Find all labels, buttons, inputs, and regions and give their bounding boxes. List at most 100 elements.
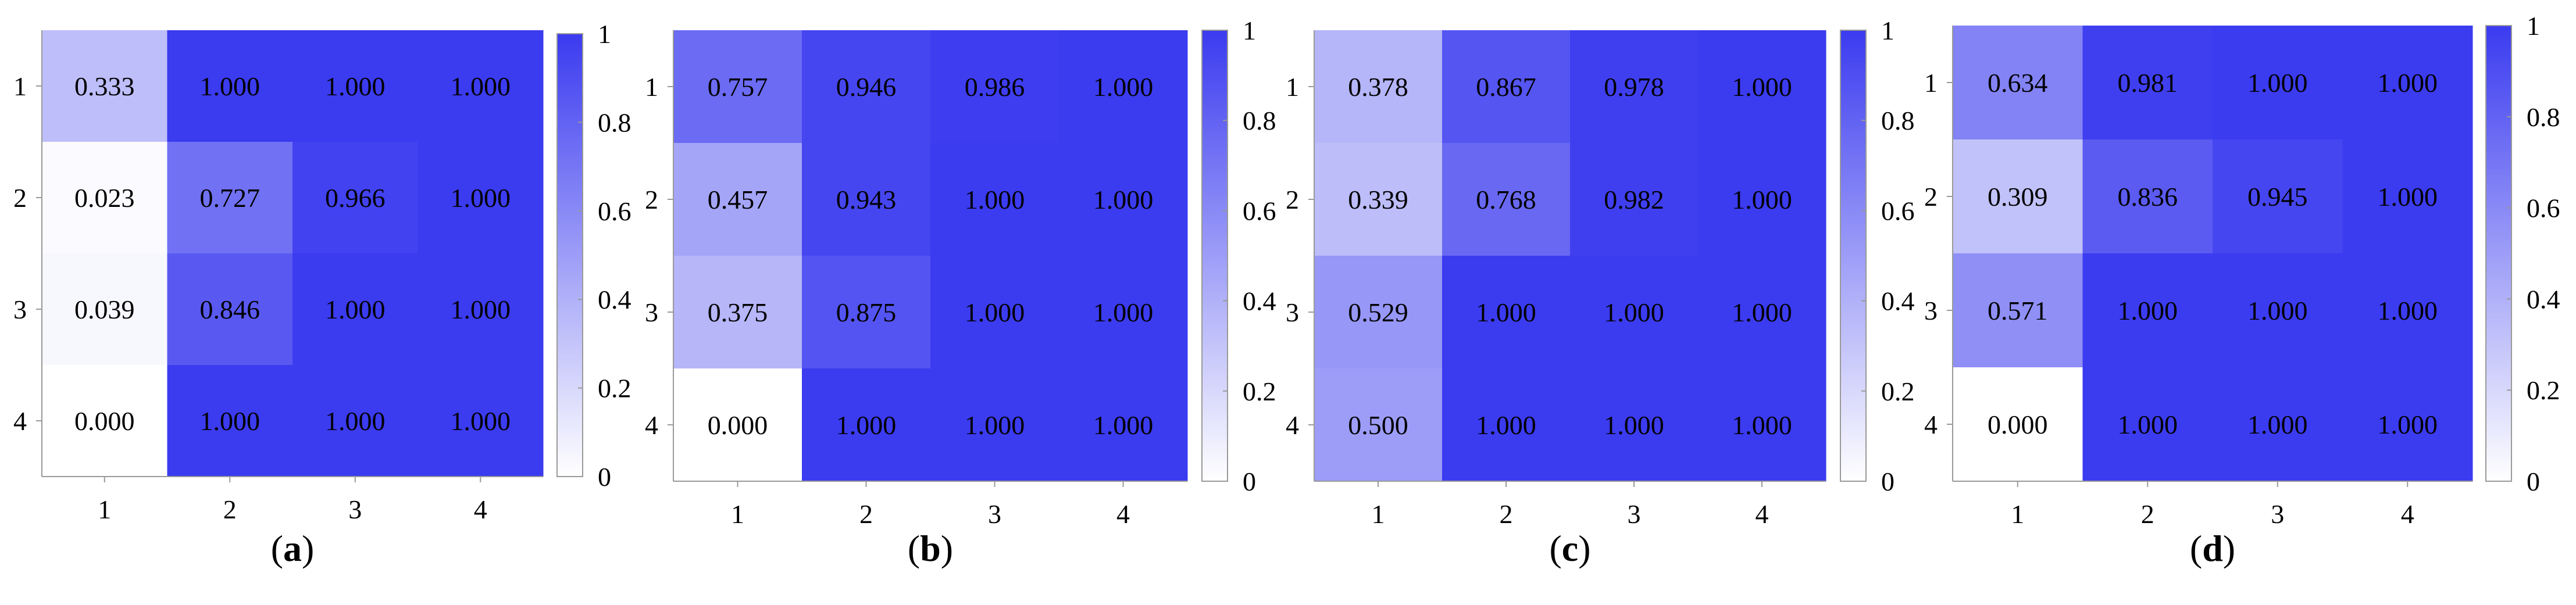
cell-value-label: 1.000 bbox=[965, 298, 1025, 327]
heatmap-cell bbox=[673, 256, 802, 369]
heatmap-cell bbox=[42, 253, 167, 366]
cell-value-label: 0.943 bbox=[836, 185, 897, 214]
y-tick-label: 2 bbox=[1924, 182, 1938, 212]
heatmap-cell bbox=[167, 365, 293, 477]
y-tick-label: 1 bbox=[645, 72, 658, 102]
heatmap-cell bbox=[167, 253, 293, 366]
cell-value-label: 1.000 bbox=[325, 295, 386, 324]
heatmap-cell bbox=[1698, 143, 1826, 256]
cell-value-label: 1.000 bbox=[1093, 298, 1154, 327]
cell-value-label: 1.000 bbox=[200, 71, 261, 101]
y-tick-label: 4 bbox=[1924, 410, 1938, 439]
heatmap-cell bbox=[292, 365, 418, 477]
cell-value-label: 1.000 bbox=[1476, 410, 1536, 440]
cell-value-label: 0.757 bbox=[708, 72, 768, 102]
heatmap-cell bbox=[292, 30, 418, 142]
cell-value-label: 1.000 bbox=[836, 410, 897, 440]
cell-value-label: 1.000 bbox=[965, 410, 1025, 440]
colorbar-tick-label: 0.8 bbox=[1881, 106, 1915, 135]
heatmap-cell bbox=[2213, 26, 2343, 140]
cell-value-label: 0.571 bbox=[1988, 296, 2048, 325]
y-tick-label: 3 bbox=[13, 295, 27, 324]
cell-value-label: 1.000 bbox=[1604, 298, 1664, 327]
cell-value-label: 0.457 bbox=[708, 185, 768, 214]
cell-value-label: 1.000 bbox=[1093, 410, 1154, 440]
x-tick-label: 3 bbox=[988, 499, 1001, 529]
cell-value-label: 1.000 bbox=[451, 183, 511, 213]
heatmap-cell bbox=[1570, 30, 1699, 144]
heatmap-cell bbox=[673, 368, 802, 482]
heatmap-cell bbox=[2342, 139, 2473, 254]
cell-value-label: 0.000 bbox=[708, 410, 768, 440]
heatmap-cell bbox=[1953, 253, 2083, 368]
heatmap-cell bbox=[42, 30, 167, 142]
cell-value-label: 1.000 bbox=[325, 406, 386, 436]
heatmap-cell bbox=[2082, 253, 2213, 368]
y-tick-label: 3 bbox=[1286, 298, 1299, 327]
x-tick-label: 2 bbox=[2141, 499, 2154, 529]
heatmap-cell bbox=[2213, 139, 2343, 254]
colorbar bbox=[2485, 25, 2512, 482]
cell-value-label: 0.023 bbox=[74, 183, 135, 213]
cell-value-label: 0.867 bbox=[1476, 72, 1536, 102]
cell-value-label: 0.375 bbox=[708, 298, 768, 327]
colorbar-tick-label: 1 bbox=[598, 19, 611, 49]
heatmap-cell bbox=[292, 253, 418, 366]
cell-value-label: 0.309 bbox=[1988, 182, 2048, 212]
heatmap-cell bbox=[1314, 143, 1443, 256]
heatmap-panel-a: 0.333 1.000 1.000 1.000 0.023 0.727 0.966 1.000… bbox=[13, 19, 631, 569]
y-tick-label: 3 bbox=[1924, 296, 1938, 325]
heatmap-cell bbox=[418, 30, 544, 142]
colorbar-tick-label: 0.4 bbox=[2527, 284, 2560, 314]
heatmap-cell bbox=[2082, 367, 2213, 482]
heatmap-cell bbox=[2213, 253, 2343, 368]
heatmap-cell bbox=[1314, 30, 1443, 144]
heatmap-cell bbox=[418, 253, 544, 366]
heatmap-cell bbox=[42, 142, 167, 254]
y-tick-label: 2 bbox=[1286, 185, 1299, 214]
heatmap-cell bbox=[930, 256, 1059, 369]
heatmap-cell bbox=[1059, 368, 1188, 482]
y-tick-label: 3 bbox=[645, 298, 658, 327]
cell-value-label: 1.000 bbox=[451, 71, 511, 101]
heatmap-cell bbox=[418, 142, 544, 254]
heatmap-panel-c: 0.378 0.867 0.978 1.000 0.339 0.768 0.982 1.000… bbox=[1286, 16, 1915, 569]
heatmap-cell bbox=[167, 142, 293, 254]
colorbar-tick-label: 0.8 bbox=[2527, 102, 2560, 132]
heatmap-cell bbox=[673, 30, 802, 144]
x-tick-label: 1 bbox=[1372, 499, 1385, 529]
x-tick-label: 3 bbox=[1628, 499, 1641, 529]
y-tick-label: 4 bbox=[645, 410, 658, 440]
cell-value-label: 0.846 bbox=[200, 295, 261, 324]
colorbar-tick-label: 0 bbox=[1881, 467, 1894, 496]
cell-value-label: 1.000 bbox=[2378, 296, 2438, 325]
panel-label: (d) bbox=[2190, 528, 2235, 569]
cell-value-label: 0.339 bbox=[1348, 185, 1408, 214]
heatmap-cell bbox=[673, 143, 802, 256]
heatmap-cell bbox=[42, 365, 167, 477]
colorbar-tick-label: 0.6 bbox=[1243, 196, 1276, 225]
cell-value-label: 0.946 bbox=[836, 72, 897, 102]
heatmap-cell bbox=[1570, 143, 1699, 256]
y-tick-label: 2 bbox=[13, 183, 27, 213]
x-tick-label: 4 bbox=[1756, 499, 1769, 529]
cell-value-label: 0.529 bbox=[1348, 298, 1408, 327]
x-tick-label: 2 bbox=[859, 499, 873, 529]
heatmap-cell bbox=[1698, 256, 1826, 369]
heatmap-cell bbox=[930, 143, 1059, 256]
colorbar-tick-label: 0.4 bbox=[1881, 287, 1915, 316]
heatmap-cell bbox=[2213, 367, 2343, 482]
colorbar-tick-label: 0.2 bbox=[1881, 377, 1915, 406]
heatmap-cell bbox=[2342, 367, 2473, 482]
cell-value-label: 0.836 bbox=[2118, 182, 2178, 212]
heatmap-cell bbox=[1442, 256, 1571, 369]
colorbar-tick-label: 0 bbox=[1243, 467, 1256, 496]
cell-value-label: 0.000 bbox=[1988, 410, 2048, 439]
colorbar-tick-label: 0.2 bbox=[2527, 375, 2560, 405]
panel-label: (c) bbox=[1549, 528, 1590, 569]
x-tick-label: 4 bbox=[1116, 499, 1130, 529]
cell-value-label: 1.000 bbox=[1732, 298, 1792, 327]
colorbar-tick-label: 1 bbox=[2527, 11, 2540, 41]
heatmap-cell bbox=[1698, 368, 1826, 482]
